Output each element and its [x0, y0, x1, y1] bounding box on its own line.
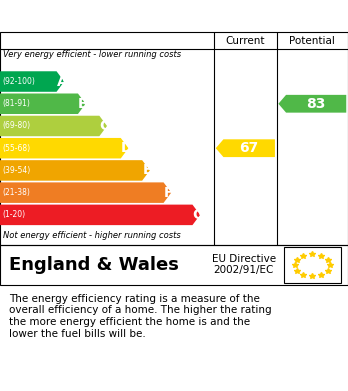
- Text: (55-68): (55-68): [3, 144, 31, 153]
- Text: Current: Current: [226, 36, 265, 46]
- Polygon shape: [278, 95, 346, 113]
- Text: (1-20): (1-20): [3, 210, 26, 219]
- Text: (39-54): (39-54): [3, 166, 31, 175]
- Text: (21-38): (21-38): [3, 188, 31, 197]
- Text: A: A: [56, 75, 67, 88]
- Polygon shape: [0, 160, 150, 181]
- Text: Not energy efficient - higher running costs: Not energy efficient - higher running co…: [3, 231, 181, 240]
- Polygon shape: [0, 138, 128, 158]
- Text: England & Wales: England & Wales: [9, 256, 179, 274]
- Text: C: C: [100, 119, 110, 133]
- Text: Potential: Potential: [290, 36, 335, 46]
- Polygon shape: [0, 182, 171, 203]
- Text: B: B: [78, 97, 89, 111]
- Text: 67: 67: [239, 141, 259, 155]
- Polygon shape: [0, 71, 64, 92]
- Text: (69-80): (69-80): [3, 122, 31, 131]
- Text: Energy Efficiency Rating: Energy Efficiency Rating: [9, 9, 230, 24]
- Polygon shape: [0, 116, 107, 136]
- Text: G: G: [192, 208, 204, 222]
- Text: (81-91): (81-91): [3, 99, 31, 108]
- Polygon shape: [216, 139, 275, 157]
- Polygon shape: [0, 204, 200, 225]
- Text: Very energy efficient - lower running costs: Very energy efficient - lower running co…: [3, 50, 182, 59]
- Text: The energy efficiency rating is a measure of the
overall efficiency of a home. T: The energy efficiency rating is a measur…: [9, 294, 271, 339]
- Polygon shape: [0, 93, 86, 114]
- Text: (92-100): (92-100): [3, 77, 35, 86]
- Text: E: E: [143, 163, 152, 178]
- Text: EU Directive
2002/91/EC: EU Directive 2002/91/EC: [212, 254, 276, 275]
- Text: D: D: [120, 141, 132, 155]
- Text: 83: 83: [306, 97, 325, 111]
- Text: F: F: [164, 186, 174, 200]
